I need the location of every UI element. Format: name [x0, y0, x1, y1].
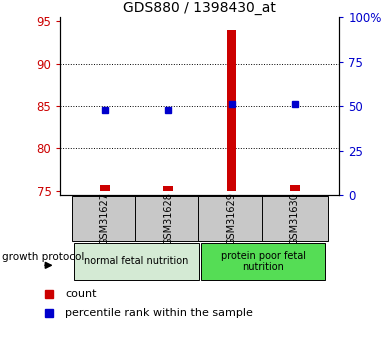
Text: protein poor fetal
nutrition: protein poor fetal nutrition — [221, 250, 306, 272]
Text: GSM31630: GSM31630 — [290, 192, 300, 245]
Bar — [262, 196, 328, 240]
Bar — [201, 243, 325, 279]
Text: normal fetal nutrition: normal fetal nutrition — [84, 256, 189, 266]
Bar — [227, 30, 236, 191]
Text: percentile rank within the sample: percentile rank within the sample — [65, 308, 253, 318]
Bar — [198, 196, 265, 240]
Text: GSM31627: GSM31627 — [100, 192, 110, 245]
Title: GDS880 / 1398430_at: GDS880 / 1398430_at — [124, 1, 276, 15]
Bar — [71, 196, 138, 240]
Bar — [100, 185, 110, 191]
Bar — [74, 243, 199, 279]
Text: count: count — [65, 289, 96, 299]
Bar — [135, 196, 202, 240]
Text: GSM31628: GSM31628 — [163, 192, 173, 245]
Bar — [163, 186, 173, 191]
Text: GSM31629: GSM31629 — [227, 192, 237, 245]
Bar — [290, 185, 300, 191]
Text: growth protocol: growth protocol — [2, 253, 85, 262]
